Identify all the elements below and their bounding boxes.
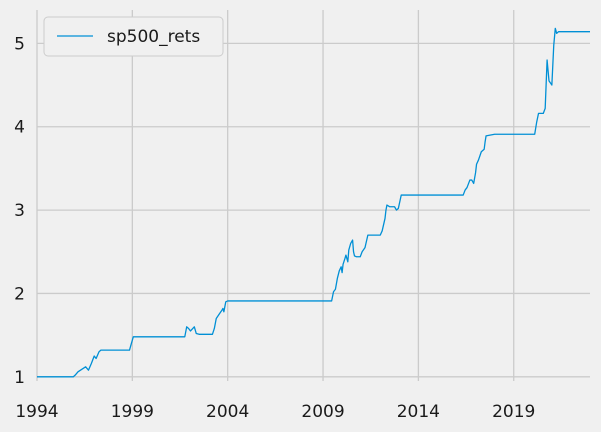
x-tick-label: 1999 xyxy=(111,402,154,422)
y-tick-label: 1 xyxy=(14,368,25,388)
x-tick-label: 2014 xyxy=(397,402,440,422)
series-line-sp500_rets xyxy=(37,27,590,378)
y-tick-label: 3 xyxy=(14,201,25,221)
x-tick-label: 2004 xyxy=(206,402,249,422)
x-axis-ticks: 1994 1999 2004 2009 2014 2019 xyxy=(15,402,535,422)
x-tick-label: 1994 xyxy=(15,402,58,422)
grid xyxy=(36,10,590,381)
x-tick-label: 2009 xyxy=(301,402,344,422)
legend-box xyxy=(43,16,224,57)
y-tick-label: 5 xyxy=(14,34,25,54)
y-axis-ticks: 1 2 3 4 5 xyxy=(14,34,25,387)
y-tick-label: 2 xyxy=(14,284,25,304)
legend: sp500_rets xyxy=(43,16,224,57)
y-tick-label: 4 xyxy=(14,118,25,138)
x-tick-label: 2019 xyxy=(492,402,535,422)
series-layer xyxy=(37,27,590,378)
legend-label: sp500_rets xyxy=(107,27,200,47)
